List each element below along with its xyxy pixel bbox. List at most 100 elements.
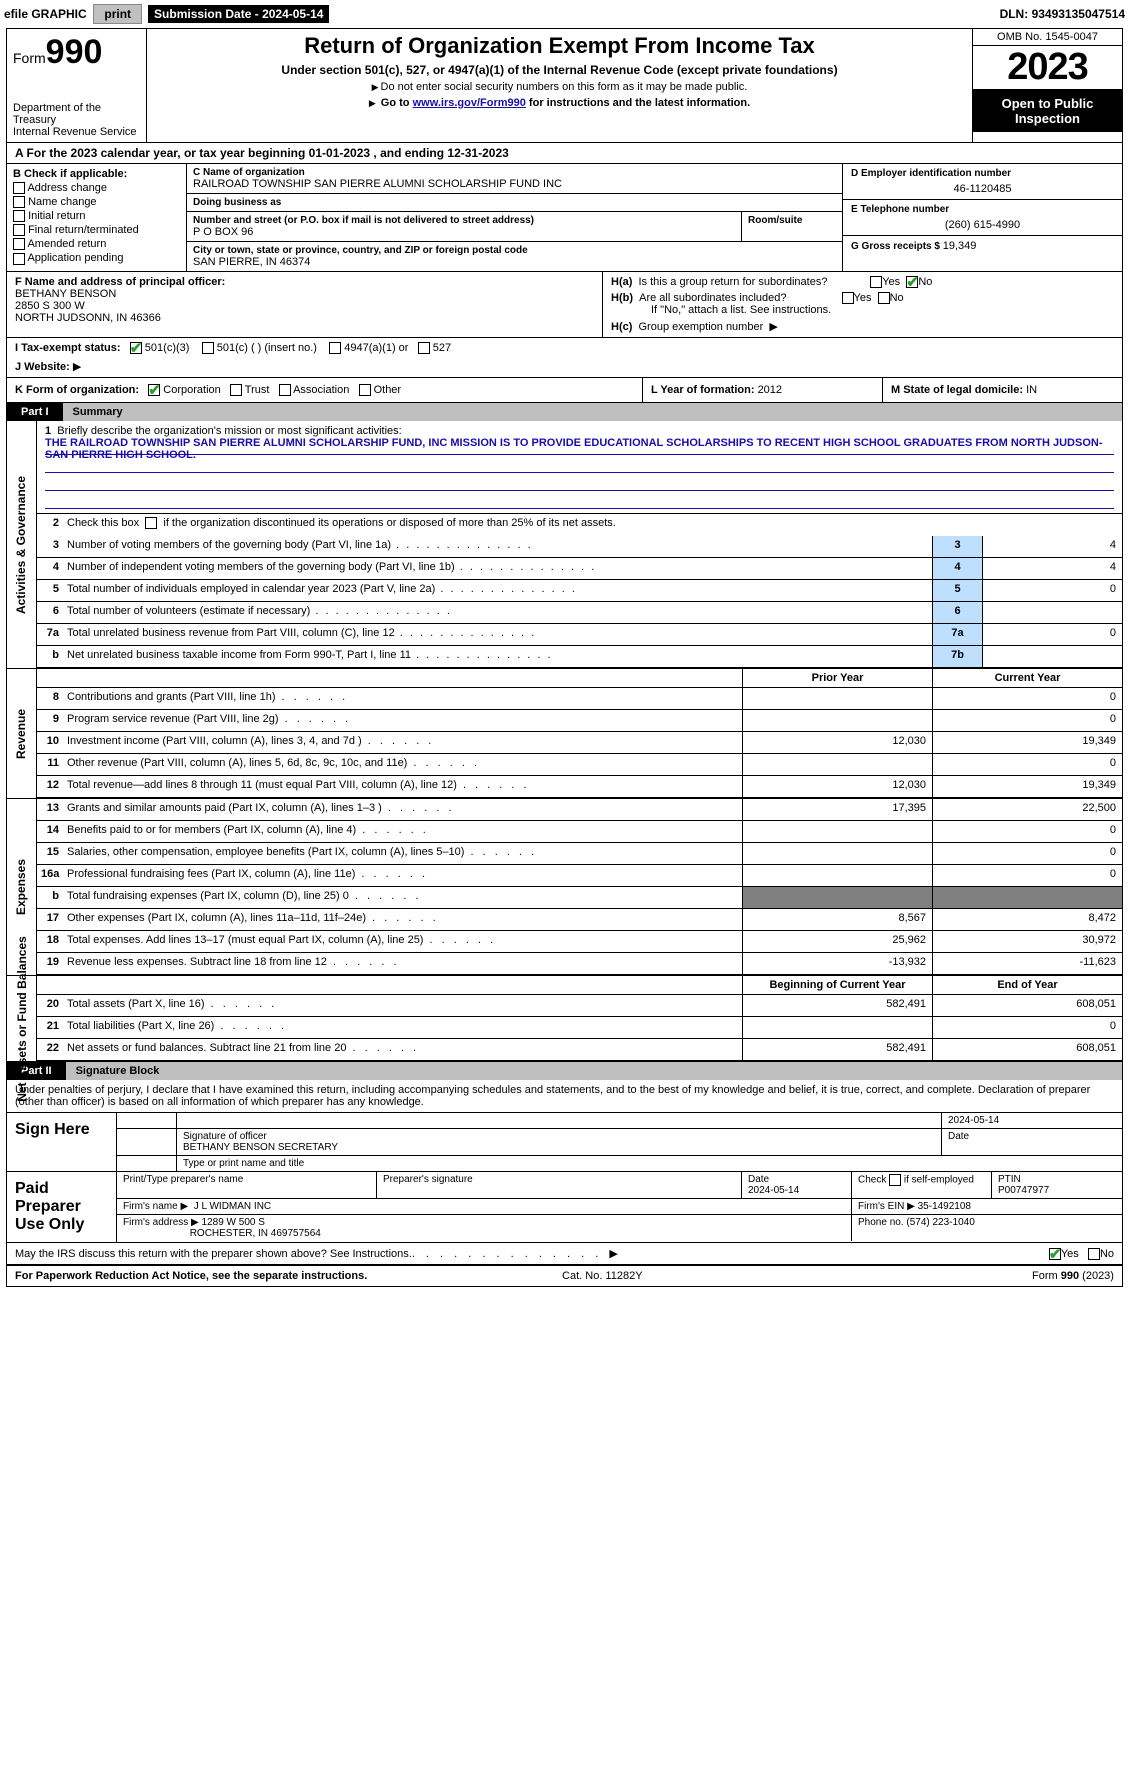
table-row: 18Total expenses. Add lines 13–17 (must … (37, 931, 1122, 953)
section-fh: F Name and address of principal officer:… (7, 272, 1122, 338)
ptin-value: P00747977 (998, 1185, 1049, 1196)
form-990: Form990 Department of the Treasury Inter… (6, 28, 1123, 1287)
chk-self-employed[interactable] (889, 1174, 901, 1186)
efile-label: efile GRAPHIC (4, 7, 87, 21)
ha-yes-chk[interactable] (870, 276, 882, 288)
preparer-date: 2024-05-14 (748, 1185, 799, 1196)
ein-value: 46-1120485 (851, 183, 1114, 195)
table-row: 9Program service revenue (Part VIII, lin… (37, 710, 1122, 732)
row-a-tax-year: A For the 2023 calendar year, or tax yea… (7, 143, 1122, 164)
h-b-question: H(b) Are all subordinates included? Yes … (611, 292, 1114, 304)
form-title: Return of Organization Exempt From Incom… (157, 33, 962, 59)
form-number: Form990 (13, 33, 140, 72)
form-subtitle-1: Under section 501(c), 527, or 4947(a)(1)… (157, 63, 962, 77)
public-inspection-badge: Open to Public Inspection (973, 89, 1122, 132)
h-c-question: H(c) Group exemption number ▶ (611, 320, 1114, 333)
h-a-question: H(a) Is this a group return for subordin… (611, 276, 1114, 288)
table-row: 6Total number of volunteers (estimate if… (37, 602, 1122, 624)
table-row: 15Salaries, other compensation, employee… (37, 843, 1122, 865)
year-formation: 2012 (758, 384, 782, 396)
hb-yes-chk[interactable] (842, 292, 854, 304)
chk-name-change[interactable] (13, 196, 25, 208)
table-row: bTotal fundraising expenses (Part IX, co… (37, 887, 1122, 909)
org-name: RAILROAD TOWNSHIP SAN PIERRE ALUMNI SCHO… (193, 178, 836, 190)
section-activities-governance: Activities & Governance 1 Briefly descri… (7, 421, 1122, 669)
hdr-current-year: Current Year (932, 669, 1122, 687)
chk-527[interactable] (418, 342, 430, 354)
paid-preparer-label: Paid Preparer Use Only (7, 1172, 117, 1242)
table-row: 21Total liabilities (Part X, line 26) . … (37, 1017, 1122, 1039)
discuss-yes-chk[interactable] (1049, 1248, 1061, 1260)
table-row: 14Benefits paid to or for members (Part … (37, 821, 1122, 843)
table-row: 22Net assets or fund balances. Subtract … (37, 1039, 1122, 1061)
hdr-beginning-year: Beginning of Current Year (742, 976, 932, 994)
chk-address-change[interactable] (13, 182, 25, 194)
dln-label: DLN: 93493135047514 (1000, 7, 1125, 21)
table-row: 19Revenue less expenses. Subtract line 1… (37, 953, 1122, 975)
table-row: 7aTotal unrelated business revenue from … (37, 624, 1122, 646)
section-revenue: Revenue Prior Year Current Year 8Contrib… (7, 669, 1122, 799)
firm-address: 1289 W 500 S (202, 1217, 265, 1228)
signature-block: Sign Here 2024-05-14 Signature of office… (7, 1112, 1122, 1243)
telephone-value: (260) 615-4990 (851, 219, 1114, 231)
officer-sig-date: 2024-05-14 (942, 1113, 1122, 1128)
chk-final-return[interactable] (13, 224, 25, 236)
chk-discontinued[interactable] (145, 517, 157, 529)
print-button[interactable]: print (93, 4, 142, 24)
chk-initial-return[interactable] (13, 210, 25, 222)
discuss-row: May the IRS discuss this return with the… (7, 1243, 1122, 1266)
table-row: 17Other expenses (Part IX, column (A), l… (37, 909, 1122, 931)
mission-text: THE RAILROAD TOWNSHIP SAN PIERRE ALUMNI … (45, 437, 1114, 455)
part-1-header: Part I Summary (7, 403, 1122, 421)
officer-name: BETHANY BENSON (15, 288, 594, 300)
box-b: B Check if applicable: Address change Na… (7, 164, 187, 271)
officer-addr1: 2850 S 300 W (15, 300, 594, 312)
irs-link[interactable]: www.irs.gov/Form990 (413, 97, 526, 109)
chk-501c3[interactable] (130, 342, 142, 354)
table-row: 3Number of voting members of the governi… (37, 536, 1122, 558)
chk-application-pending[interactable] (13, 253, 25, 265)
form-header: Form990 Department of the Treasury Inter… (7, 29, 1122, 143)
hdr-end-year: End of Year (932, 976, 1122, 994)
street-address: P O BOX 96 (193, 226, 735, 238)
chk-501c[interactable] (202, 342, 214, 354)
table-row: 12Total revenue—add lines 8 through 11 (… (37, 776, 1122, 798)
chk-corporation[interactable] (148, 384, 160, 396)
form-subtitle-3: Go to www.irs.gov/Form990 for instructio… (157, 97, 962, 109)
table-row: bNet unrelated business taxable income f… (37, 646, 1122, 668)
chk-association[interactable] (279, 384, 291, 396)
table-row: 13Grants and similar amounts paid (Part … (37, 799, 1122, 821)
form-subtitle-2: Do not enter social security numbers on … (157, 81, 962, 93)
discuss-no-chk[interactable] (1088, 1248, 1100, 1260)
officer-addr2: NORTH JUDSONN, IN 46366 (15, 312, 594, 324)
chk-4947[interactable] (329, 342, 341, 354)
chk-trust[interactable] (230, 384, 242, 396)
sign-here-label: Sign Here (7, 1113, 117, 1171)
hb-no-chk[interactable] (878, 292, 890, 304)
firm-ein: 35-1492108 (918, 1201, 971, 1212)
chk-amended-return[interactable] (13, 238, 25, 250)
state-domicile: IN (1026, 384, 1037, 396)
section-net-assets: Net Assets or Fund Balances Beginning of… (7, 976, 1122, 1062)
table-row: 8Contributions and grants (Part VIII, li… (37, 688, 1122, 710)
table-row: 20Total assets (Part X, line 16) . . . .… (37, 995, 1122, 1017)
cat-no: Cat. No. 11282Y (562, 1270, 643, 1282)
tax-year: 2023 (973, 46, 1122, 89)
submission-date-chip: Submission Date - 2024-05-14 (148, 5, 329, 23)
section-expenses: Expenses 13Grants and similar amounts pa… (7, 799, 1122, 976)
ha-no-chk[interactable] (906, 276, 918, 288)
part-2-header: Part II Signature Block (7, 1062, 1122, 1080)
gross-receipts-value: 19,349 (943, 240, 977, 252)
box-d: D Employer identification number 46-1120… (842, 164, 1122, 271)
declaration-text: Under penalties of perjury, I declare th… (7, 1080, 1122, 1112)
hdr-prior-year: Prior Year (742, 669, 932, 687)
department-label: Department of the Treasury Internal Reve… (13, 102, 140, 138)
h-b-note: If "No," attach a list. See instructions… (651, 304, 1114, 316)
chk-other[interactable] (359, 384, 371, 396)
box-c: C Name of organization RAILROAD TOWNSHIP… (187, 164, 842, 271)
firm-phone: (574) 223-1040 (906, 1217, 974, 1228)
form-no-footer: Form 990 (2023) (1032, 1270, 1114, 1282)
table-row: 10Investment income (Part VIII, column (… (37, 732, 1122, 754)
table-row: 16aProfessional fundraising fees (Part I… (37, 865, 1122, 887)
omb-number: OMB No. 1545-0047 (973, 29, 1122, 46)
